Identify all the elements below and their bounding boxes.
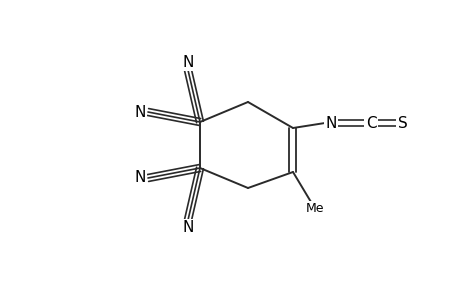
Text: Me: Me — [305, 202, 324, 215]
Text: N: N — [182, 220, 193, 236]
Text: N: N — [134, 170, 146, 185]
Text: N: N — [325, 116, 336, 130]
Text: C: C — [365, 116, 375, 130]
Text: N: N — [182, 55, 193, 70]
Text: S: S — [397, 116, 407, 130]
Text: N: N — [134, 104, 146, 119]
